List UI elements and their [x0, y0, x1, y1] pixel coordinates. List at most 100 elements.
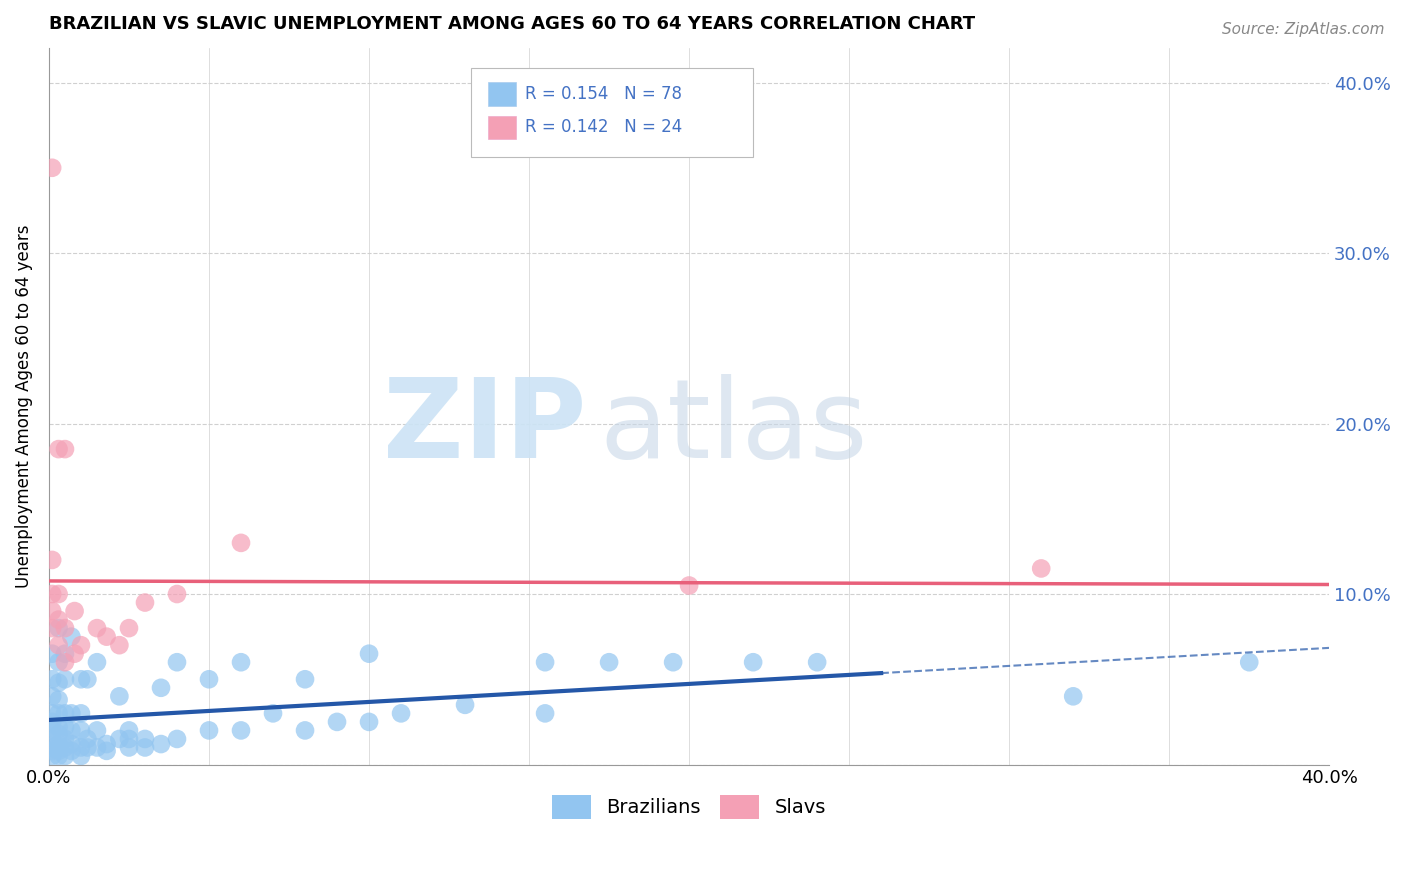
- Point: [294, 723, 316, 738]
- Point: [53, 442, 76, 456]
- Point: [150, 737, 173, 751]
- Point: [357, 714, 380, 729]
- Point: [53, 621, 76, 635]
- Text: BRAZILIAN VS SLAVIC UNEMPLOYMENT AMONG AGES 60 TO 64 YEARS CORRELATION CHART: BRAZILIAN VS SLAVIC UNEMPLOYMENT AMONG A…: [49, 15, 976, 33]
- Point: [1062, 690, 1084, 704]
- Point: [41, 714, 63, 729]
- Point: [70, 749, 93, 764]
- Text: R = 0.154   N = 78: R = 0.154 N = 78: [526, 85, 682, 103]
- Point: [262, 706, 284, 721]
- Point: [662, 655, 685, 669]
- Point: [53, 647, 76, 661]
- Point: [389, 706, 412, 721]
- Point: [60, 706, 83, 721]
- Point: [41, 706, 63, 721]
- Point: [678, 578, 700, 592]
- Point: [63, 604, 86, 618]
- Point: [53, 731, 76, 746]
- Point: [41, 731, 63, 746]
- Point: [198, 673, 221, 687]
- Point: [134, 731, 156, 746]
- Point: [76, 731, 98, 746]
- Point: [534, 655, 557, 669]
- Point: [1031, 561, 1053, 575]
- Point: [76, 740, 98, 755]
- Point: [53, 706, 76, 721]
- Point: [48, 737, 70, 751]
- Point: [86, 723, 108, 738]
- Point: [41, 604, 63, 618]
- Point: [41, 744, 63, 758]
- Point: [60, 723, 83, 738]
- Point: [76, 673, 98, 687]
- Point: [48, 675, 70, 690]
- Point: [41, 749, 63, 764]
- Point: [86, 655, 108, 669]
- Point: [53, 655, 76, 669]
- Point: [198, 723, 221, 738]
- Point: [48, 613, 70, 627]
- Point: [108, 690, 131, 704]
- Point: [48, 621, 70, 635]
- Point: [41, 673, 63, 687]
- Point: [70, 706, 93, 721]
- Point: [41, 553, 63, 567]
- Bar: [488, 116, 516, 139]
- Point: [48, 706, 70, 721]
- Text: ZIP: ZIP: [384, 375, 586, 482]
- Point: [60, 630, 83, 644]
- Point: [229, 723, 252, 738]
- Point: [96, 737, 118, 751]
- Point: [48, 744, 70, 758]
- Point: [86, 621, 108, 635]
- Point: [60, 737, 83, 751]
- Text: atlas: atlas: [599, 375, 868, 482]
- Point: [53, 749, 76, 764]
- Point: [806, 655, 828, 669]
- Point: [53, 740, 76, 755]
- Point: [454, 698, 477, 712]
- Point: [150, 681, 173, 695]
- FancyBboxPatch shape: [471, 68, 754, 157]
- Point: [118, 723, 141, 738]
- Point: [294, 673, 316, 687]
- Point: [70, 740, 93, 755]
- Text: Source: ZipAtlas.com: Source: ZipAtlas.com: [1222, 22, 1385, 37]
- Point: [166, 655, 188, 669]
- Legend: Brazilians, Slavs: Brazilians, Slavs: [544, 787, 834, 826]
- Point: [48, 749, 70, 764]
- Point: [86, 740, 108, 755]
- Point: [96, 744, 118, 758]
- Point: [60, 744, 83, 758]
- Point: [48, 638, 70, 652]
- Point: [70, 638, 93, 652]
- Point: [41, 587, 63, 601]
- Point: [134, 596, 156, 610]
- Point: [326, 714, 349, 729]
- Point: [118, 731, 141, 746]
- Point: [134, 740, 156, 755]
- Point: [63, 647, 86, 661]
- Point: [534, 706, 557, 721]
- Point: [118, 621, 141, 635]
- Text: R = 0.142   N = 24: R = 0.142 N = 24: [526, 119, 682, 136]
- Y-axis label: Unemployment Among Ages 60 to 64 years: Unemployment Among Ages 60 to 64 years: [15, 225, 32, 588]
- Point: [166, 731, 188, 746]
- Point: [48, 655, 70, 669]
- Point: [108, 731, 131, 746]
- Bar: [488, 82, 516, 106]
- Point: [48, 720, 70, 734]
- Point: [41, 723, 63, 738]
- Point: [96, 630, 118, 644]
- Point: [70, 673, 93, 687]
- Point: [48, 442, 70, 456]
- Point: [41, 621, 63, 635]
- Point: [1239, 655, 1261, 669]
- Point: [166, 587, 188, 601]
- Point: [598, 655, 620, 669]
- Point: [41, 690, 63, 704]
- Point: [48, 727, 70, 741]
- Point: [742, 655, 765, 669]
- Point: [118, 740, 141, 755]
- Point: [48, 692, 70, 706]
